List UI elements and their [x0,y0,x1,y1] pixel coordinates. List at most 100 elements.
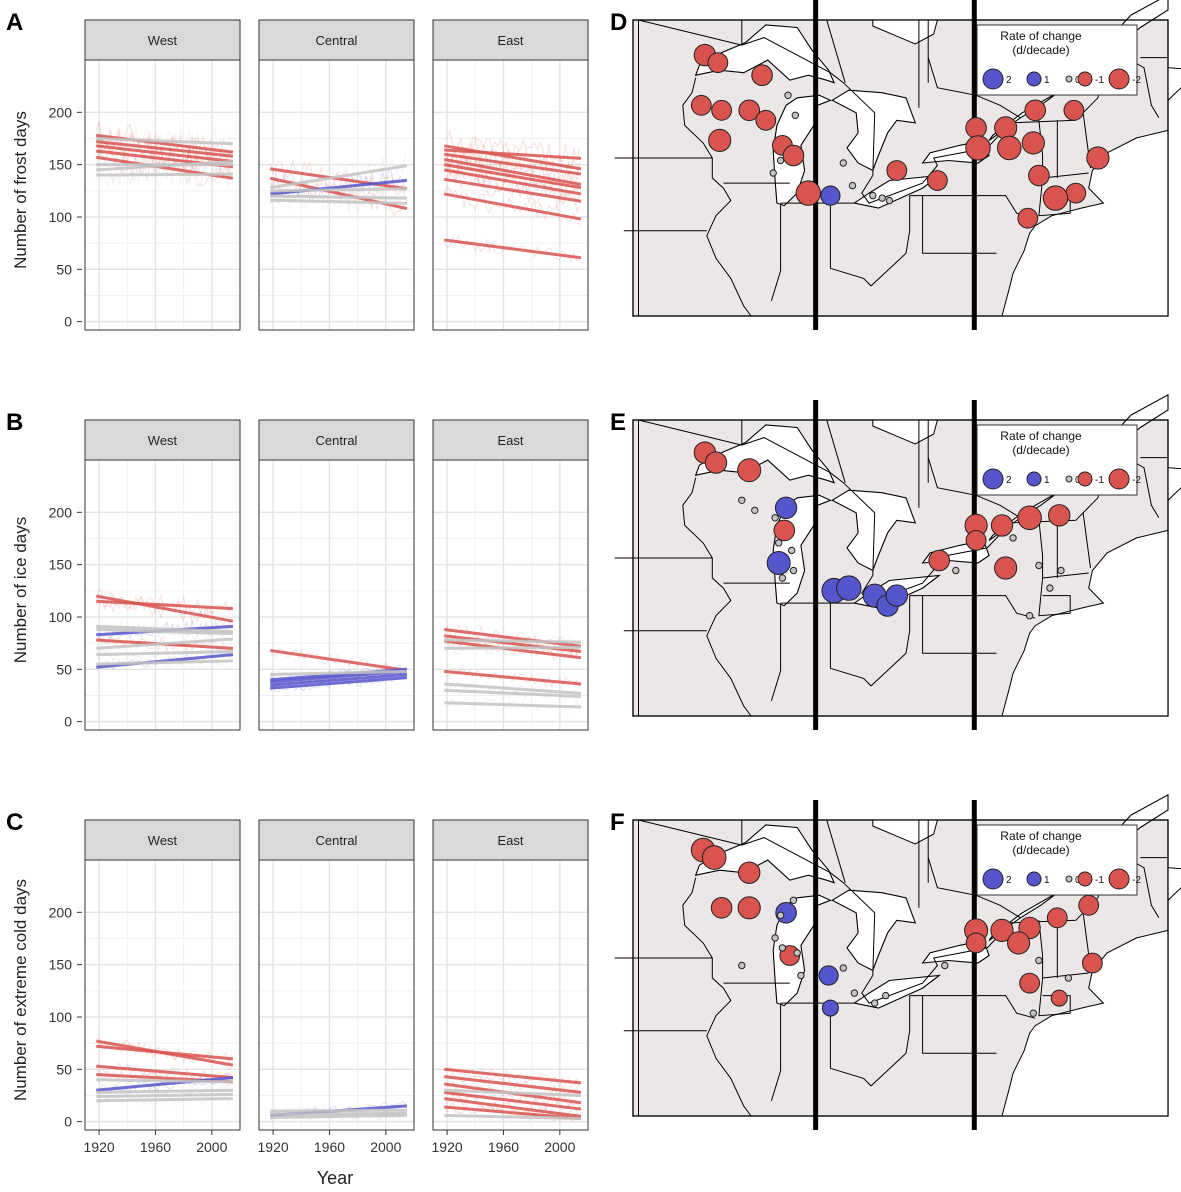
y-tick-label: 0 [64,314,72,330]
state-border [638,819,742,846]
state-border [1042,172,1089,179]
legend-label: -2 [1132,75,1141,86]
plot-frame [258,859,415,1131]
y-tick-label: 150 [49,157,73,173]
legend-label: 1 [1044,75,1050,86]
station-marker [1046,907,1068,929]
legend-label: 1 [1044,875,1050,886]
station-marker [795,180,821,206]
station-marker [1063,99,1085,121]
facet-b-central: Central [258,419,415,731]
facet-strip-label: West [148,833,178,848]
trend-line-decrease [444,148,582,160]
station-marker [778,944,787,952]
plot-frame [432,859,589,1131]
legend-label: -2 [1132,475,1141,486]
trend-line-decrease [444,1090,582,1111]
trend-line-no_change [96,136,234,146]
trend-line-no_change [96,160,234,172]
trend-line-decrease [270,648,408,672]
station-marker [738,861,761,884]
facet-a-central: Central [258,19,415,331]
station-marker [871,999,879,1007]
legend-label: 2 [1006,875,1012,886]
water-gulf [1167,867,1181,902]
trend-line-decrease [444,177,582,203]
legend-label: -1 [1095,875,1104,886]
trend-line-decrease [444,157,582,187]
station-marker [952,566,960,575]
station-marker [738,961,746,970]
legend-symbol [1065,875,1073,883]
station-marker [1048,504,1071,527]
station-marker [710,897,733,919]
y-tick-label: 150 [49,557,73,573]
legend-symbol [1026,71,1042,87]
state-border [830,195,911,287]
station-marker [997,135,1022,161]
station-marker [994,556,1018,580]
trend-line-no_change [444,701,582,709]
station-marker [1017,207,1039,229]
station-marker [789,566,798,575]
station-marker [771,514,779,522]
trend-line-no_change [96,1097,233,1103]
y-tick-label: 150 [49,957,73,973]
facet-b-east: East [432,419,589,731]
station-marker [769,169,777,177]
station-marker [737,896,761,920]
station-marker [928,549,951,572]
legend-symbol [1077,871,1093,887]
state-border [638,19,742,46]
trend-line-no_change [270,187,407,193]
legend-symbol [1108,468,1130,490]
plot-frame [432,59,589,331]
legend-title: Rate of change [1000,829,1082,843]
legend-title: Rate of change [1000,29,1082,43]
map-legend: Rate of change(d/decade)210-1-2 [976,24,1141,96]
legend-label: -1 [1095,75,1104,86]
station-marker [690,94,712,116]
facet-strip-label: Central [316,33,358,48]
trend-line-decrease [444,639,582,660]
trend-line-no_change [270,669,407,677]
line-panels: 0 50 100 150 200 West Central East 0 50 100 150 200 W… [49,19,589,1155]
state-border [638,419,742,446]
station-marker [818,965,839,986]
legend-label: 1 [1044,475,1050,486]
trend-line-increase [270,676,408,690]
legend-symbol [1077,471,1093,487]
legend-symbol [1108,68,1130,90]
facet-c-west: West 1920 1960 2000 [84,819,241,1155]
station-marker [885,584,908,607]
y-axis-label-c: Number of extreme cold days [11,879,30,1101]
station-marker [990,514,1014,537]
station-marker [791,111,799,120]
station-marker [1086,146,1110,170]
x-tick-label: 2000 [544,1139,575,1155]
map-border [632,19,1169,317]
station-marker [885,196,894,205]
trend-line-no_change [96,659,233,666]
plot-area [85,60,240,330]
state-border [682,77,752,317]
station-marker [707,52,729,73]
lake-lakeSup [694,24,836,84]
legend-title: Rate of change [1000,429,1082,443]
station-marker [941,961,949,970]
plot-area [433,60,588,330]
state-border [830,995,911,1087]
trend-line-decrease [444,628,582,648]
station-marker [776,911,785,919]
state-border [1042,572,1089,579]
station-marker [711,99,732,121]
station-marker [1035,561,1043,570]
trend-line-decrease [270,167,408,191]
trend-line-no_change [96,628,234,636]
facet-a-west: West [84,19,241,331]
facet-strip-label: East [497,33,523,48]
series-raw-no_change [269,153,406,195]
station-marker [771,934,779,942]
station-marker [1025,612,1034,620]
